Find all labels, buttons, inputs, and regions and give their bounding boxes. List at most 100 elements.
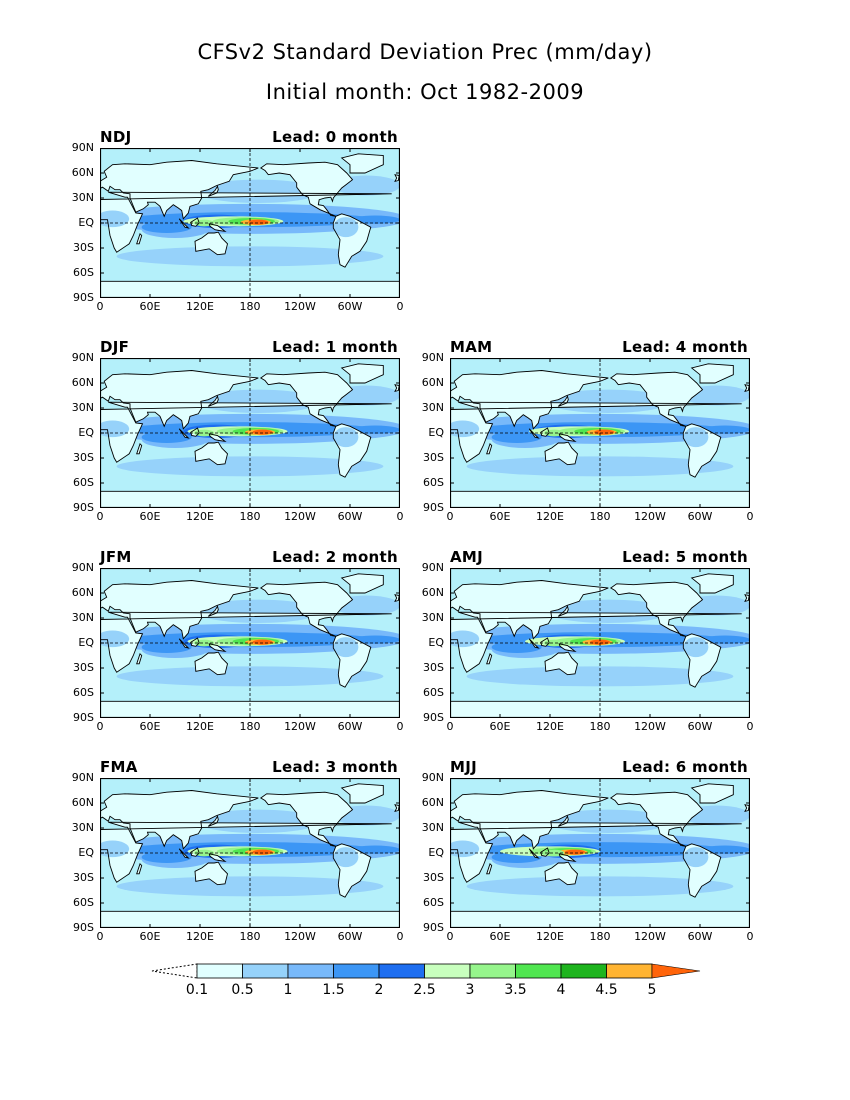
colorbar-max-arrow [651, 963, 701, 979]
lon-tick-label: 180 [239, 720, 261, 733]
lat-tick-label: 90S [423, 711, 444, 724]
panel-lead-label: Lead: 5 month [622, 548, 748, 566]
lon-tick-label: 0 [746, 510, 754, 523]
lat-tick-label: 60S [423, 896, 444, 909]
lat-tick-label: 30S [73, 661, 94, 674]
precip-stddev-map [450, 568, 750, 718]
colorbar-tick-label: 2.5 [413, 982, 436, 998]
map-panel-ndj: NDJ Lead: 0 month 90N 60N 30N EQ 30S 60S 90S 0 60E… [60, 128, 404, 328]
lon-tick-label: 120E [186, 930, 214, 943]
lat-tick-label: EQ [428, 636, 444, 649]
lon-tick-label: 0 [746, 720, 754, 733]
precip-stddev-map [100, 148, 400, 298]
lon-tick-label: 0 [446, 720, 454, 733]
lat-tick-label: 30N [71, 821, 94, 834]
colorbar-tick-label: 1.5 [322, 982, 345, 998]
lat-tick-label: 30S [423, 871, 444, 884]
lat-tick-label: EQ [78, 636, 94, 649]
panel-lead-label: Lead: 3 month [272, 758, 398, 776]
lon-tick-label: 180 [239, 930, 261, 943]
panel-lead-label: Lead: 0 month [272, 128, 398, 146]
precip-maximum [248, 219, 269, 225]
lon-tick-label: 60W [687, 930, 713, 943]
panel-season-label: NDJ [100, 128, 132, 146]
lat-tick-label: 60N [71, 796, 94, 809]
panel-lead-label: Lead: 2 month [272, 548, 398, 566]
precip-maximum [252, 429, 273, 435]
precip-maximum [594, 429, 615, 435]
lon-tick-label: 0 [746, 930, 754, 943]
colorbar-bin [333, 963, 380, 979]
lon-tick-label: 180 [239, 510, 261, 523]
colorbar-tick-label: 2 [374, 982, 384, 998]
panel-lead-label: Lead: 4 month [622, 338, 748, 356]
map-panel-mam: MAM Lead: 4 month 90N 60N 30N EQ 30S 60S 90S 0 60E… [410, 338, 754, 538]
lon-tick-label: 120E [536, 720, 564, 733]
precip-stddev-map [450, 778, 750, 928]
map-panel-jfm: JFM Lead: 2 month 90N 60N 30N EQ 30S 60S 90S 0 60E… [60, 548, 404, 748]
panel-season-label: AMJ [450, 548, 484, 566]
colorbar-bin [287, 963, 334, 979]
precip-stddev-map [100, 568, 400, 718]
precip-stddev-map [450, 358, 750, 508]
lat-tick-label: 90N [71, 771, 94, 784]
lon-tick-label: 120W [634, 510, 666, 523]
lon-tick-label: 0 [96, 300, 104, 313]
lat-tick-label: 90N [421, 561, 444, 574]
lon-tick-label: 120W [634, 930, 666, 943]
lat-tick-label: 90N [421, 771, 444, 784]
panel-lead-label: Lead: 6 month [622, 758, 748, 776]
lon-tick-label: 60E [489, 510, 511, 523]
lon-tick-label: 120W [634, 720, 666, 733]
lat-tick-label: 90S [423, 921, 444, 934]
panel-season-label: FMA [100, 758, 138, 776]
lon-tick-label: 0 [396, 930, 404, 943]
lat-tick-label: 30S [423, 661, 444, 674]
lon-tick-label: 0 [396, 510, 404, 523]
lat-tick-label: EQ [428, 846, 444, 859]
lat-tick-label: 30N [71, 191, 94, 204]
lon-tick-label: 60E [139, 720, 161, 733]
lat-tick-label: 30N [421, 611, 444, 624]
colorbar-tick-label: 1 [283, 982, 293, 998]
lat-tick-label: 60N [71, 586, 94, 599]
colorbar-bin [606, 963, 653, 979]
lat-tick-label: 60N [71, 166, 94, 179]
lon-tick-label: 60E [139, 300, 161, 313]
lon-tick-label: 120E [536, 930, 564, 943]
lat-tick-label: 60S [423, 686, 444, 699]
precip-stddev-map [100, 778, 400, 928]
colorbar-tick-label: 4.5 [595, 982, 618, 998]
lat-tick-label: 60S [73, 476, 94, 489]
panel-season-label: MAM [450, 338, 493, 356]
colorbar-tick-label: 0.5 [231, 982, 254, 998]
lon-tick-label: 120E [186, 510, 214, 523]
colorbar-tick-label: 4 [556, 982, 566, 998]
precip-maximum [252, 849, 273, 855]
lon-tick-label: 0 [396, 300, 404, 313]
lat-tick-label: 90S [423, 501, 444, 514]
precip-maximum [565, 849, 585, 855]
figure-title: CFSv2 Standard Deviation Prec (mm/day) [197, 40, 653, 64]
colorbar-tick-label: 5 [647, 982, 657, 998]
panel-season-label: DJF [100, 338, 130, 356]
lat-tick-label: 60N [421, 376, 444, 389]
precip-stddev-map [100, 358, 400, 508]
colorbar [151, 963, 701, 979]
lon-tick-label: 0 [446, 510, 454, 523]
lat-tick-label: 30N [421, 401, 444, 414]
lon-tick-label: 60W [687, 720, 713, 733]
precip-maximum [590, 639, 610, 645]
lat-tick-label: 60N [71, 376, 94, 389]
lat-tick-label: 30S [73, 871, 94, 884]
colorbar-bin [242, 963, 289, 979]
lon-tick-label: 120E [186, 720, 214, 733]
lon-tick-label: 120W [284, 720, 316, 733]
lat-tick-label: 90N [71, 561, 94, 574]
lon-tick-label: 180 [589, 720, 611, 733]
lat-tick-label: 90N [71, 141, 94, 154]
lon-tick-label: 0 [96, 510, 104, 523]
lon-tick-label: 0 [446, 930, 454, 943]
lat-tick-label: 90S [73, 501, 94, 514]
lat-tick-label: 30N [421, 821, 444, 834]
